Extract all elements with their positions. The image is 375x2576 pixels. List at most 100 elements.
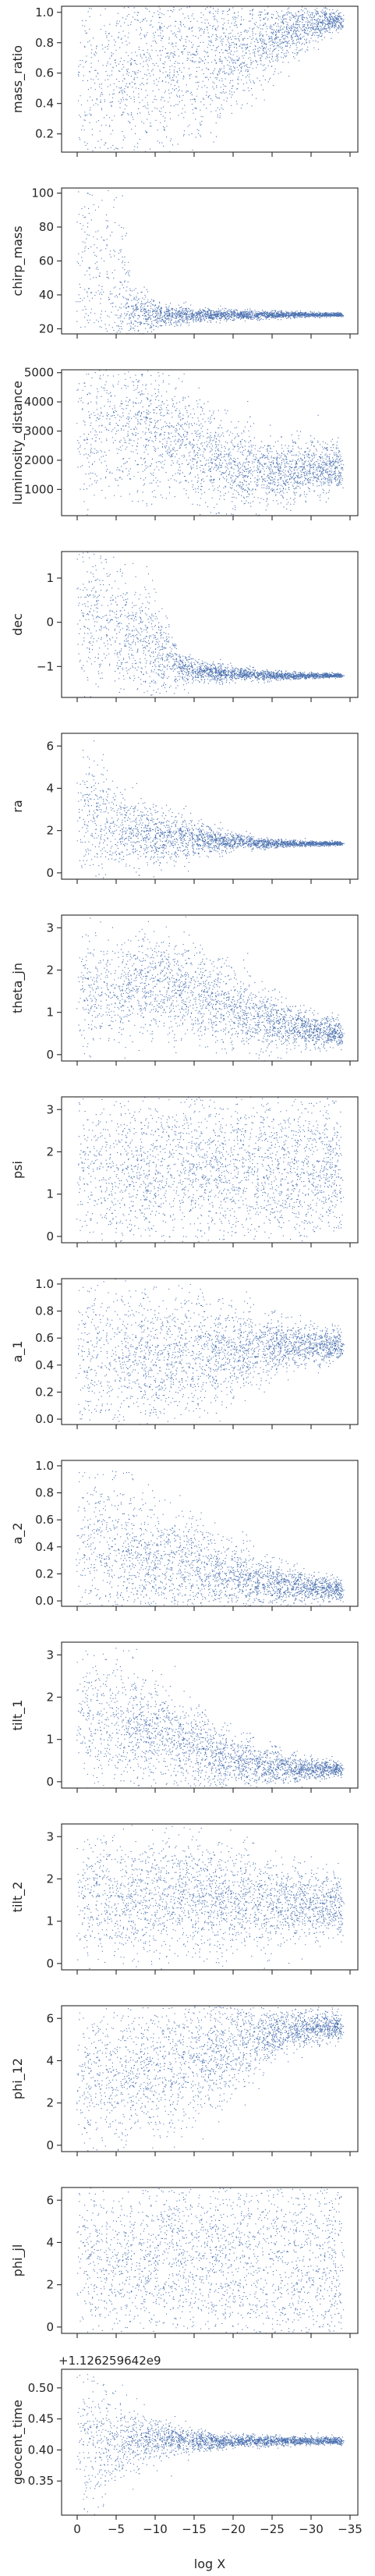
y-tick-label: 0.4: [35, 1358, 54, 1372]
y-axis-label-psi: psi: [10, 1161, 25, 1179]
y-tick-label: 6: [46, 2193, 54, 2207]
y-tick-label: 0.6: [35, 1331, 54, 1345]
y-tick-label: 1: [46, 571, 54, 585]
y-tick-label: 0: [46, 1229, 54, 1244]
y-tick-label: 0.6: [35, 66, 54, 80]
y-tick-label: 0.2: [35, 1385, 54, 1399]
y-tick-label: 1.0: [35, 1277, 54, 1291]
y-tick-label: 0.2: [35, 1567, 54, 1581]
scatter-points-ra: [76, 740, 345, 878]
axes-frame: [61, 1278, 359, 1425]
y-axis-label-dec: dec: [10, 613, 25, 636]
y-tick-label: 0.4: [35, 97, 54, 111]
scatter-points-chirp_mass: [76, 190, 345, 334]
y-tick-label: 3: [46, 921, 54, 935]
y-tick-label: 0.0: [35, 1594, 54, 1608]
y-tick-label: 20: [39, 321, 54, 335]
y-tick-label: 2: [46, 824, 54, 838]
panel-phi_jl: 0 2 4 6 phi_jl: [10, 2187, 359, 2338]
panel-a_1: 0.0 0.2 0.4 0.6 0.8 1.0 a_1: [10, 1277, 359, 1429]
y-axis-label-a_1: a_1: [10, 1341, 26, 1363]
y-tick-label: 0.8: [35, 1486, 54, 1500]
y-tick-label: 1.0: [35, 5, 54, 20]
scatter-points-phi_jl: [76, 2187, 345, 2333]
panel-geocent_time: 0.35 0.40 0.45 0.50 0 −5 −10 −15 −20 −25 −30 −35 geo…: [10, 2354, 363, 2536]
panel-ra: 0 2 4 6 ra: [10, 733, 359, 884]
y-tick-label: 1: [46, 1733, 54, 1747]
y-tick-label: 0: [46, 2138, 54, 2152]
y-tick-label: 1: [46, 1006, 54, 1020]
scatter-points-luminosity_distance: [76, 370, 345, 516]
y-tick-label: 0.50: [28, 2381, 54, 2395]
panel-a_2: 0.0 0.2 0.4 0.6 0.8 1.0 a_2: [10, 1459, 359, 1611]
scatter-points-tilt_2: [76, 1825, 345, 1970]
y-tick-label: 0: [46, 1048, 54, 1062]
y-tick-label: 3: [46, 1648, 54, 1662]
y-tick-label: 1: [46, 1914, 54, 1928]
y-tick-label: 0.4: [35, 1540, 54, 1554]
y-axis-label-a_2: a_2: [10, 1523, 26, 1545]
y-tick-label: 4: [46, 2053, 54, 2067]
x-tick-label: −25: [260, 2522, 285, 2536]
y-tick-label: 6: [46, 2011, 54, 2025]
y-tick-label: 4: [46, 2235, 54, 2249]
y-axis-label-tilt_2: tilt_2: [10, 1882, 26, 1913]
y-axis-label-theta_jn: theta_jn: [10, 963, 26, 1013]
y-tick-label: 0.8: [35, 36, 54, 50]
y-tick-label: 0.40: [28, 2443, 54, 2457]
y-tick-label: 0.35: [28, 2474, 54, 2488]
y-axis-label-ra: ra: [10, 800, 25, 812]
axes-frame: [61, 1641, 359, 1789]
y-tick-label: 1.0: [35, 1459, 54, 1473]
y-tick-label: 0.8: [35, 1304, 54, 1318]
y-axis-label-mass_ratio: mass_ratio: [10, 45, 26, 113]
y-tick-label: 5000: [24, 366, 54, 380]
axes-frame: [61, 1460, 359, 1607]
y-tick-label: 6: [46, 739, 54, 753]
axes-frame: [61, 2005, 359, 2152]
panel-psi: 0 1 2 3 psi: [10, 1096, 359, 1247]
scatter-points-phi_12: [76, 2006, 345, 2152]
y-tick-label: 3: [46, 1829, 54, 1843]
scatter-points-mass_ratio: [78, 6, 345, 152]
axes-frame: [61, 2187, 359, 2334]
axes-frame: [61, 551, 359, 698]
x-tick-label: −5: [108, 2522, 125, 2536]
y-tick-label: 2: [46, 963, 54, 977]
scatter-points-tilt_1: [76, 1648, 345, 1788]
y-tick-label: 3: [46, 1102, 54, 1116]
scatter-points-theta_jn: [76, 916, 345, 1061]
y-offset-label: +1.126259642e9: [58, 2354, 161, 2368]
panel-mass_ratio: 0.2 0.4 0.6 0.8 1.0 mass_ratio: [10, 5, 359, 157]
y-tick-label: 4000: [24, 395, 54, 409]
y-tick-label: 1: [46, 1187, 54, 1201]
y-tick-label: −1: [37, 659, 54, 673]
scatter-points-a_1: [76, 1279, 345, 1425]
x-tick-label: −15: [182, 2522, 207, 2536]
x-tick-label: −30: [299, 2522, 324, 2536]
axes-frame: [61, 1096, 359, 1244]
y-tick-label: 0: [46, 866, 54, 880]
x-tick-label: −10: [143, 2522, 168, 2536]
panel-tilt_2: 0 1 2 3 tilt_2: [10, 1823, 359, 1975]
scatter-points-a_2: [76, 1471, 345, 1606]
y-axis-label-geocent_time: geocent_time: [10, 2400, 26, 2485]
y-tick-label: 40: [39, 288, 54, 302]
y-tick-label: 1000: [24, 482, 54, 496]
y-tick-label: 80: [39, 220, 54, 234]
y-tick-label: 4: [46, 781, 54, 795]
axes-frame: [61, 5, 359, 153]
y-tick-label: 0.45: [28, 2412, 54, 2426]
y-tick-label: 2: [46, 1690, 54, 1704]
scatter-points-geocent_time: [76, 2374, 345, 2515]
y-tick-label: 0.0: [35, 1412, 54, 1426]
y-axis-label-phi_jl: phi_jl: [10, 2244, 26, 2277]
y-tick-label: 0: [46, 1957, 54, 1971]
y-axis-label-chirp_mass: chirp_mass: [10, 225, 26, 296]
y-tick-label: 100: [31, 186, 54, 200]
scatter-points-psi: [76, 1097, 345, 1243]
y-tick-label: 60: [39, 254, 54, 268]
y-tick-label: 0: [46, 616, 54, 630]
